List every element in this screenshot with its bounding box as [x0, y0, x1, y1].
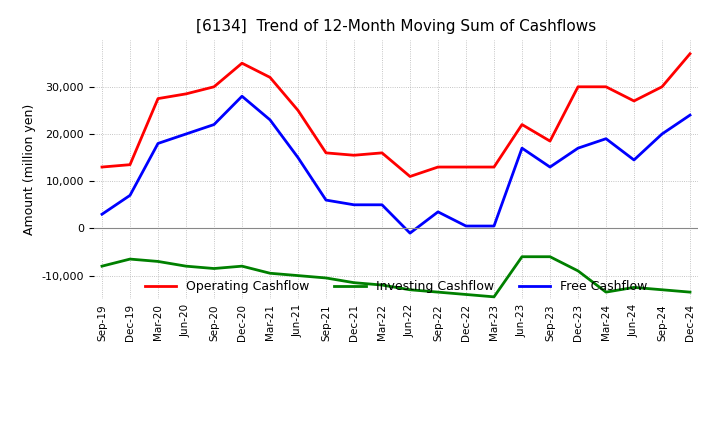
Investing Cashflow	[630, 285, 639, 290]
Operating Cashflow	[153, 96, 162, 101]
Operating Cashflow	[322, 150, 330, 155]
Free Cashflow	[294, 155, 302, 160]
Investing Cashflow	[350, 280, 359, 285]
Y-axis label: Amount (million yen): Amount (million yen)	[23, 104, 36, 235]
Line: Free Cashflow: Free Cashflow	[102, 96, 690, 233]
Operating Cashflow	[378, 150, 387, 155]
Investing Cashflow	[126, 257, 135, 262]
Free Cashflow	[98, 212, 107, 217]
Investing Cashflow	[181, 264, 190, 269]
Investing Cashflow	[378, 282, 387, 288]
Free Cashflow	[181, 132, 190, 137]
Operating Cashflow	[518, 122, 526, 127]
Free Cashflow	[518, 146, 526, 151]
Free Cashflow	[490, 224, 498, 229]
Free Cashflow	[574, 146, 582, 151]
Investing Cashflow	[433, 290, 442, 295]
Investing Cashflow	[490, 294, 498, 300]
Free Cashflow	[462, 224, 470, 229]
Free Cashflow	[433, 209, 442, 215]
Investing Cashflow	[322, 275, 330, 281]
Operating Cashflow	[126, 162, 135, 167]
Free Cashflow	[126, 193, 135, 198]
Operating Cashflow	[546, 139, 554, 144]
Line: Investing Cashflow: Investing Cashflow	[102, 257, 690, 297]
Free Cashflow	[266, 117, 274, 122]
Free Cashflow	[350, 202, 359, 207]
Investing Cashflow	[405, 287, 414, 293]
Operating Cashflow	[98, 165, 107, 170]
Legend: Operating Cashflow, Investing Cashflow, Free Cashflow: Operating Cashflow, Investing Cashflow, …	[140, 275, 652, 298]
Free Cashflow	[210, 122, 218, 127]
Investing Cashflow	[153, 259, 162, 264]
Investing Cashflow	[574, 268, 582, 274]
Free Cashflow	[546, 165, 554, 170]
Investing Cashflow	[657, 287, 666, 293]
Investing Cashflow	[546, 254, 554, 259]
Free Cashflow	[153, 141, 162, 146]
Free Cashflow	[602, 136, 611, 141]
Operating Cashflow	[210, 84, 218, 89]
Operating Cashflow	[266, 75, 274, 80]
Title: [6134]  Trend of 12-Month Moving Sum of Cashflows: [6134] Trend of 12-Month Moving Sum of C…	[196, 19, 596, 34]
Investing Cashflow	[98, 264, 107, 269]
Investing Cashflow	[518, 254, 526, 259]
Free Cashflow	[657, 132, 666, 137]
Investing Cashflow	[266, 271, 274, 276]
Free Cashflow	[322, 198, 330, 203]
Line: Operating Cashflow: Operating Cashflow	[102, 54, 690, 176]
Operating Cashflow	[490, 165, 498, 170]
Free Cashflow	[238, 94, 246, 99]
Operating Cashflow	[433, 165, 442, 170]
Operating Cashflow	[238, 61, 246, 66]
Operating Cashflow	[630, 98, 639, 103]
Investing Cashflow	[685, 290, 694, 295]
Operating Cashflow	[602, 84, 611, 89]
Operating Cashflow	[685, 51, 694, 56]
Investing Cashflow	[602, 290, 611, 295]
Investing Cashflow	[210, 266, 218, 271]
Operating Cashflow	[462, 165, 470, 170]
Investing Cashflow	[238, 264, 246, 269]
Operating Cashflow	[657, 84, 666, 89]
Operating Cashflow	[405, 174, 414, 179]
Operating Cashflow	[294, 108, 302, 113]
Investing Cashflow	[294, 273, 302, 278]
Operating Cashflow	[350, 153, 359, 158]
Free Cashflow	[685, 113, 694, 118]
Free Cashflow	[405, 231, 414, 236]
Investing Cashflow	[462, 292, 470, 297]
Free Cashflow	[630, 158, 639, 163]
Free Cashflow	[378, 202, 387, 207]
Operating Cashflow	[181, 91, 190, 96]
Operating Cashflow	[574, 84, 582, 89]
